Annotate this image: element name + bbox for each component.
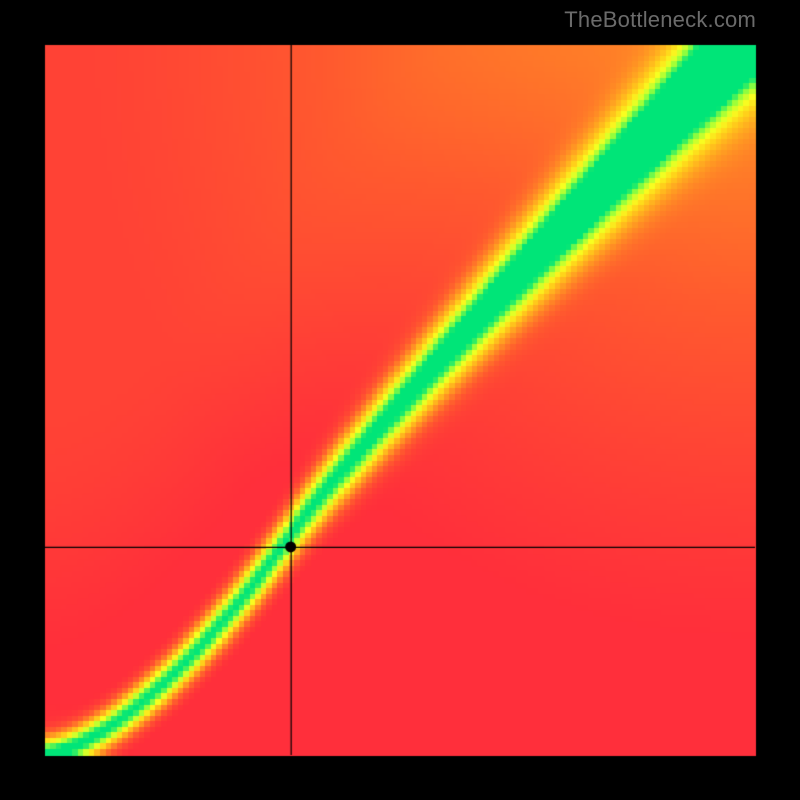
watermark-text: TheBottleneck.com <box>564 7 756 33</box>
chart-container: TheBottleneck.com <box>0 0 800 800</box>
bottleneck-heatmap <box>0 0 800 800</box>
